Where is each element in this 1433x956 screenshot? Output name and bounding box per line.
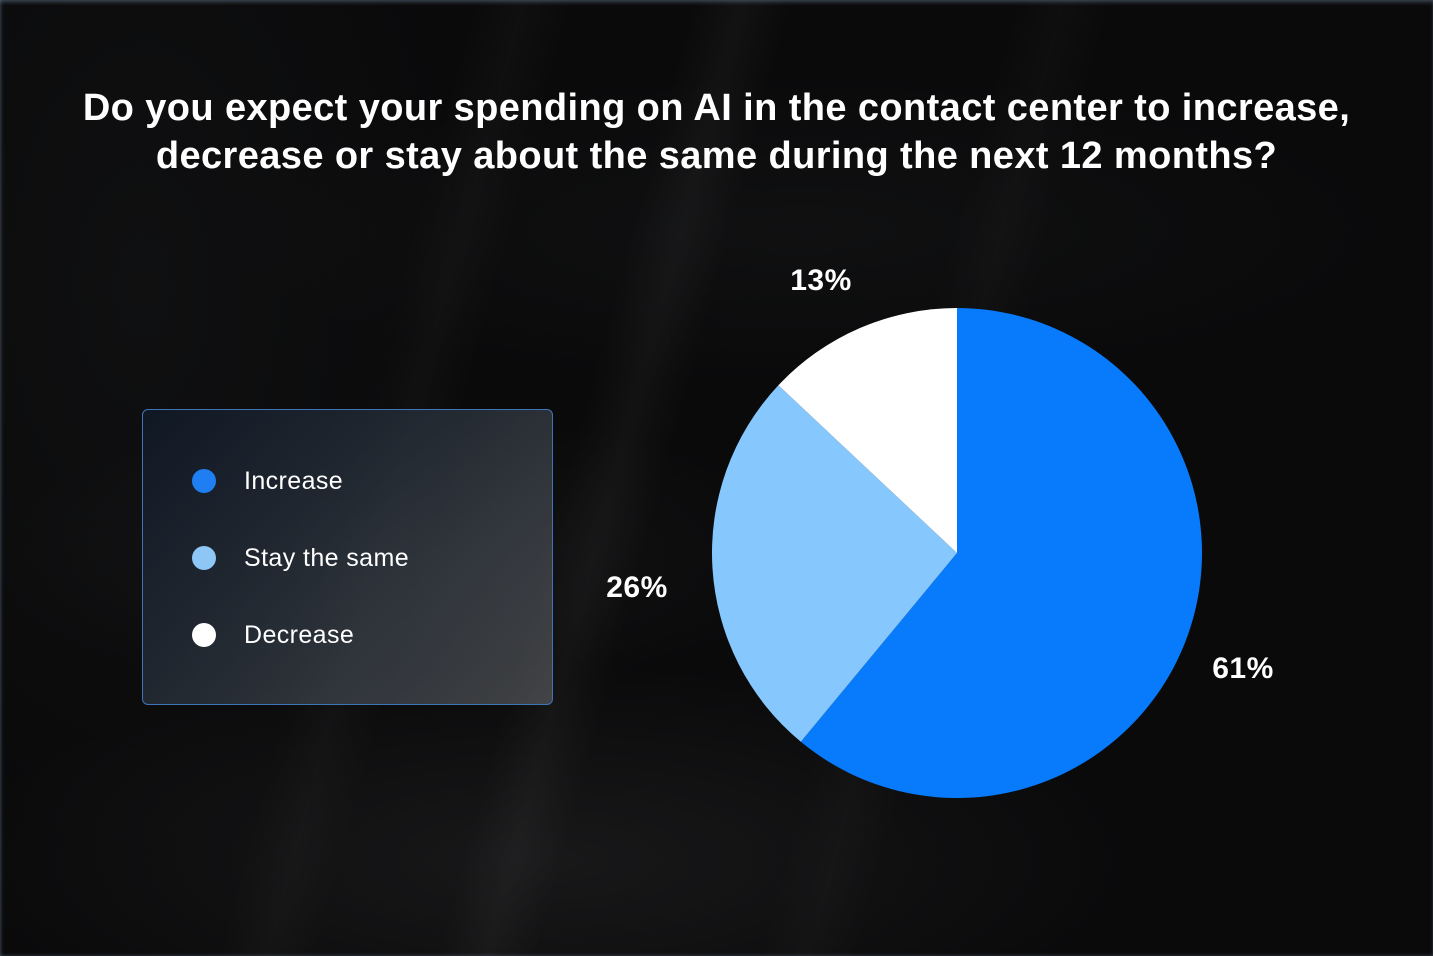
legend-item-increase: Increase	[192, 466, 552, 495]
page-title-line-1: Do you expect your spending on AI in the…	[82, 87, 1351, 129]
legend-item-decrease: Decrease	[192, 620, 552, 649]
pie-slice-decrease	[778, 308, 957, 553]
pie-slice-increase	[800, 308, 1202, 798]
legend-label-stay-the-same: Stay the same	[244, 543, 410, 572]
pie-slice-stay-the-same	[712, 385, 957, 742]
legend-swatch-increase-icon	[192, 469, 216, 493]
pie-label-stay-the-same: 26%	[606, 571, 668, 604]
legend-item-stay-the-same: Stay the same	[192, 543, 552, 572]
legend-swatch-stay-the-same-icon	[192, 546, 216, 570]
page-title: Do you expect your spending on AI in the…	[0, 84, 1433, 180]
pie-chart	[712, 308, 1202, 798]
legend-label-decrease: Decrease	[244, 620, 355, 649]
pie-label-increase: 61%	[1212, 652, 1274, 685]
chart-legend: Increase Stay the same Decrease	[142, 409, 553, 705]
legend-label-increase: Increase	[244, 466, 344, 495]
legend-swatch-decrease-icon	[192, 623, 216, 647]
page-title-line-2: decrease or stay about the same during t…	[155, 135, 1278, 177]
pie-label-decrease: 13%	[790, 264, 852, 297]
